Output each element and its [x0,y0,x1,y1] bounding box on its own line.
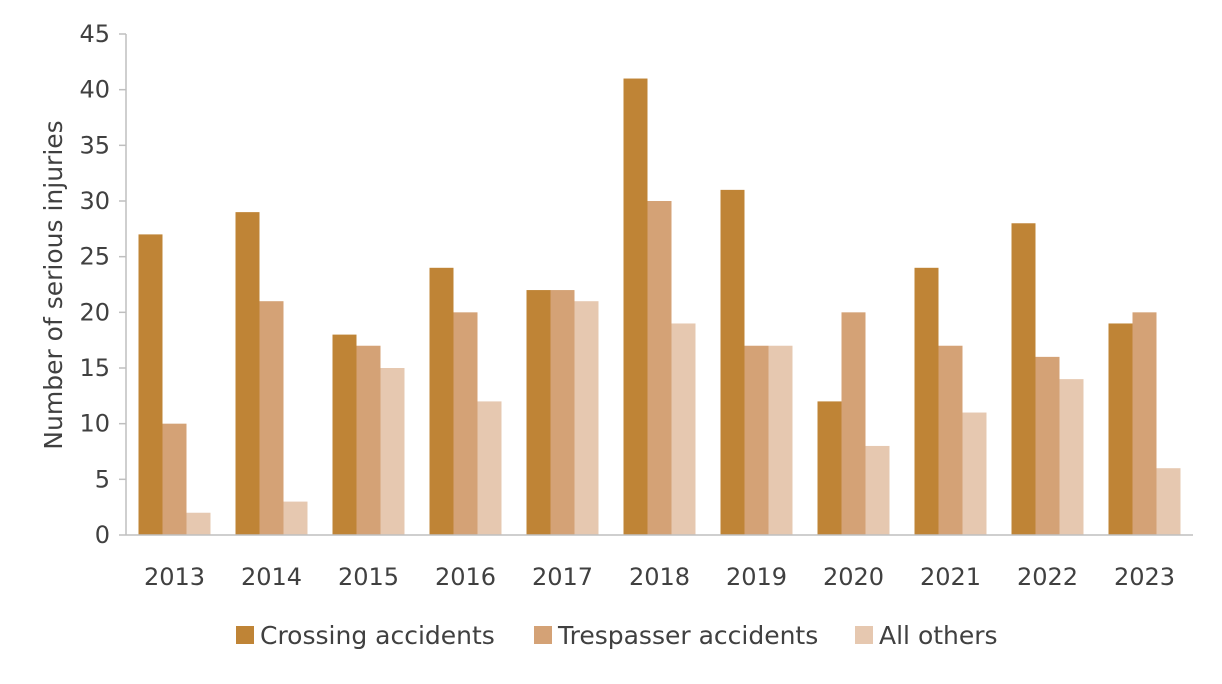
bar [332,334,357,535]
bar [235,212,260,535]
bar [1132,312,1157,535]
y-tick-label: 35 [79,131,110,159]
bar [356,345,381,535]
y-axis-title: Number of serious injuries [39,120,68,449]
bar [1035,356,1060,535]
bar [744,345,769,535]
legend: Crossing accidents Trespasser accidents Al… [236,621,998,650]
bar [914,267,939,535]
x-tick-label: 2020 [823,563,884,591]
x-tick-label: 2021 [920,563,981,591]
bar [623,78,648,536]
bar [429,267,454,535]
bar [186,512,211,535]
bars [138,78,1181,536]
x-tick-label: 2023 [1114,563,1175,591]
x-tick-label: 2015 [338,563,399,591]
bar [768,345,793,535]
y-tick-label: 25 [79,243,110,271]
bar [550,290,575,535]
bar [574,301,599,535]
bar [453,312,478,535]
legend-swatch [534,626,552,644]
bar [938,345,963,535]
x-tick-label: 2019 [726,563,787,591]
x-tick-label: 2013 [144,563,205,591]
bar [283,501,308,535]
x-tick-label: 2016 [435,563,496,591]
y-tick-label: 45 [79,20,110,48]
x-tick-label: 2018 [629,563,690,591]
x-axis: 2013 2014 2015 2016 2017 2018 2019 2020 2021 2022… [126,534,1193,591]
bar [1011,223,1036,535]
y-axis: 0 5 10 15 20 25 30 35 40 45 [79,20,127,549]
y-tick-label: 30 [79,187,110,215]
bar [162,423,187,535]
bar [380,368,405,535]
y-tick-label: 0 [95,521,110,549]
y-tick-label: 5 [95,465,110,493]
bar [477,401,502,535]
bar [817,401,842,535]
bar [841,312,866,535]
legend-swatch [855,626,873,644]
legend-label: All others [879,621,998,650]
x-tick-label: 2014 [241,563,302,591]
bar [526,290,551,535]
y-tick-label: 15 [79,354,110,382]
bar [1059,379,1084,535]
bar [259,301,284,535]
y-tick-label: 40 [79,76,110,104]
bar [647,201,672,535]
bar [865,445,890,535]
bar [138,234,163,535]
bar [1156,468,1181,535]
legend-swatch [236,626,254,644]
legend-label: Crossing accidents [260,621,495,650]
x-tick-label: 2017 [532,563,593,591]
legend-label: Trespasser accidents [557,621,818,650]
y-tick-label: 20 [79,298,110,326]
y-tick-label: 10 [79,410,110,438]
bar [1108,323,1133,535]
bar [720,189,745,535]
bar [671,323,696,535]
bar [962,412,987,535]
x-tick-label: 2022 [1017,563,1078,591]
